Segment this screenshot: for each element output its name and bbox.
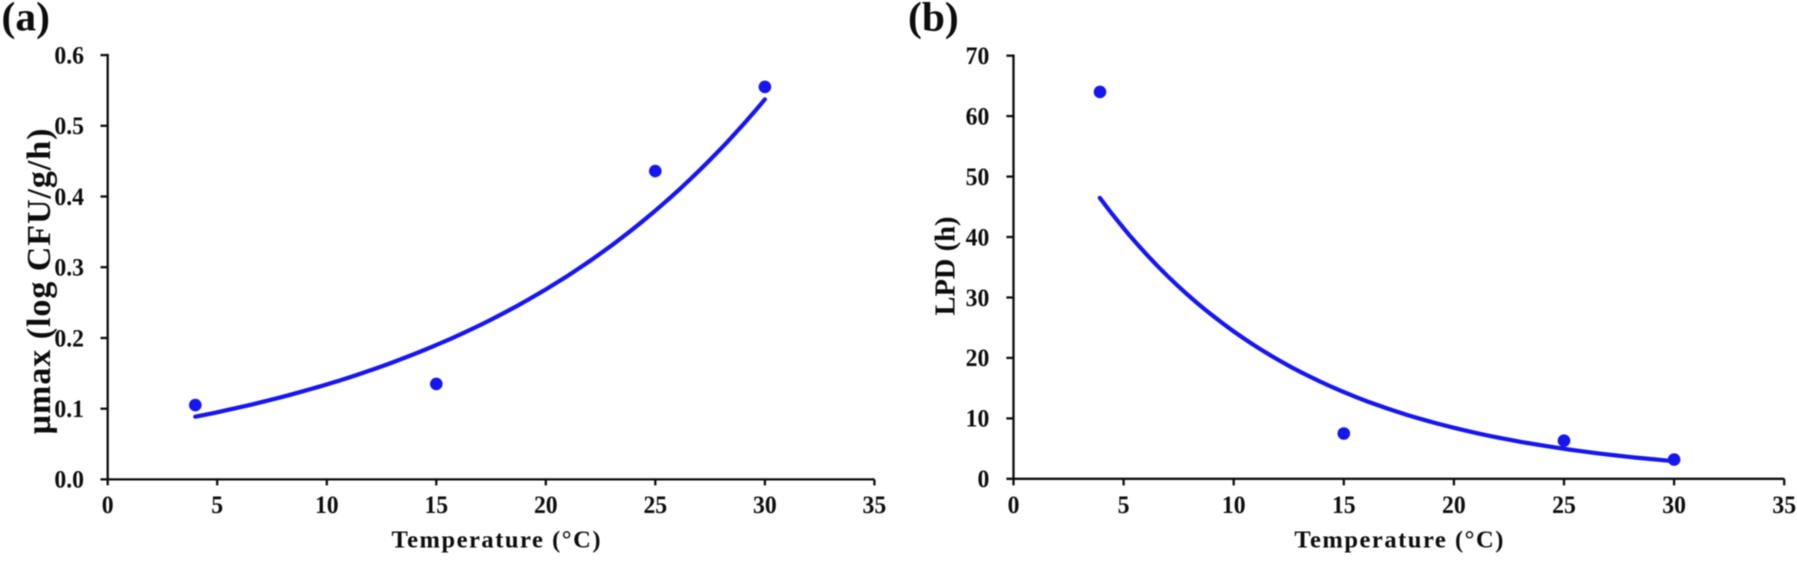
svg-text:60: 60 (966, 103, 990, 131)
svg-text:20: 20 (966, 344, 990, 372)
svg-text:0.6: 0.6 (54, 42, 84, 70)
svg-text:0.1: 0.1 (54, 395, 84, 423)
svg-text:0.2: 0.2 (54, 325, 84, 353)
svg-text:20: 20 (534, 491, 558, 519)
svg-text:10: 10 (1222, 491, 1246, 519)
svg-text:(b): (b) (908, 0, 959, 41)
svg-text:15: 15 (424, 491, 448, 519)
svg-text:(a): (a) (2, 0, 50, 41)
svg-text:15: 15 (1332, 491, 1356, 519)
svg-text:30: 30 (966, 284, 990, 312)
svg-text:0.0: 0.0 (54, 466, 84, 494)
svg-text:Temperature (°C): Temperature (°C) (392, 526, 601, 553)
svg-text:30: 30 (1662, 491, 1686, 519)
svg-text:0: 0 (1008, 491, 1020, 519)
svg-text:40: 40 (966, 224, 990, 252)
svg-text:70: 70 (966, 42, 990, 70)
svg-text:5: 5 (211, 491, 223, 519)
svg-text:µmax (log CFU/g/h): µmax (log CFU/g/h) (21, 129, 58, 435)
svg-text:10: 10 (315, 491, 339, 519)
svg-text:5: 5 (1118, 491, 1130, 519)
svg-text:0.3: 0.3 (54, 254, 84, 282)
svg-text:0: 0 (977, 465, 989, 493)
svg-text:0: 0 (102, 491, 114, 519)
svg-text:25: 25 (1552, 491, 1576, 519)
svg-text:10: 10 (966, 405, 990, 433)
svg-text:0.5: 0.5 (54, 112, 84, 140)
svg-text:35: 35 (863, 491, 887, 519)
svg-text:35: 35 (1772, 491, 1796, 519)
svg-text:25: 25 (643, 491, 667, 519)
svg-text:20: 20 (1442, 491, 1466, 519)
svg-text:Temperature (°C): Temperature (°C) (1294, 526, 1503, 553)
svg-text:LPD (h): LPD (h) (931, 217, 962, 316)
svg-text:30: 30 (753, 491, 777, 519)
svg-text:0.4: 0.4 (54, 183, 84, 211)
svg-text:50: 50 (966, 163, 990, 191)
